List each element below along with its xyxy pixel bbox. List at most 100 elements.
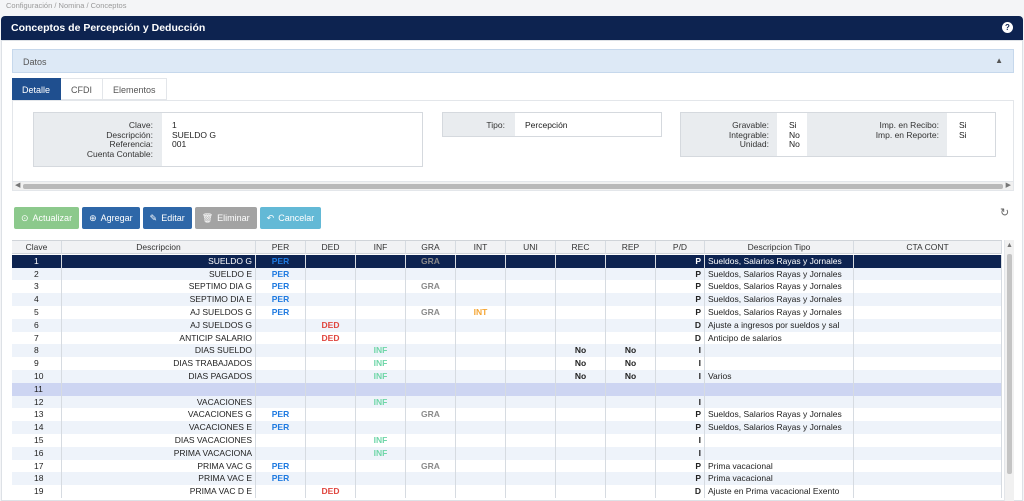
gravable-value: Si — [789, 120, 797, 130]
flags-values-column-1 — [777, 113, 807, 156]
detail-horizontal-scrollbar[interactable]: ◀ ▶ — [12, 181, 1014, 191]
cell-inf — [356, 459, 406, 473]
cell-tipo: Ajuste en Prima vacacional Exento — [705, 485, 854, 498]
table-row[interactable]: 15 DIAS VACACIONES INF I — [12, 434, 1002, 447]
cell-inf — [356, 472, 406, 486]
eliminar-button[interactable]: 🗑 Eliminar — [194, 207, 257, 229]
cell-desc: DIAS PAGADOS — [62, 370, 256, 383]
cell-pd: P — [656, 280, 705, 294]
cell-desc — [62, 382, 256, 396]
breadcrumb[interactable]: Configuración / Nomina / Conceptos — [6, 1, 127, 10]
cell-rep — [606, 395, 656, 409]
table-row[interactable]: 14 VACACIONES E PER P Sueldos, Salarios Raya… — [12, 421, 1002, 434]
cell-rec — [556, 306, 606, 319]
cell-clave: 7 — [12, 331, 62, 345]
tab-cfdi[interactable]: CFDI — [61, 78, 104, 100]
refresh-icon[interactable]: ↻ — [1000, 207, 1010, 219]
cell-ded — [306, 446, 356, 460]
scroll-right-icon[interactable]: ▶ — [1005, 182, 1011, 189]
table-row[interactable]: 2 SUELDO E PER P Sueldos, Salarios Rayas y J… — [12, 267, 1002, 281]
cell-rec — [556, 408, 606, 422]
undo-icon: ↶ — [266, 212, 275, 223]
header-ded[interactable]: DED — [306, 241, 356, 254]
check-circle-icon: ⊙ — [21, 212, 29, 223]
scrollbar-thumb[interactable] — [23, 184, 1003, 189]
header-clave[interactable]: Clave — [12, 241, 62, 254]
tab-detalle[interactable]: Detalle — [12, 78, 62, 100]
table-row[interactable]: 3 SEPTIMO DIA G PER GRA P Sueldos, Salarios R… — [12, 280, 1002, 294]
cell-inf: INF — [356, 434, 406, 447]
table-row[interactable]: 18 PRIMA VAC E PER P Prima vacacional — [12, 472, 1002, 486]
table-row[interactable]: 12 VACACIONES INF I — [12, 395, 1002, 409]
grid-scrollbar-thumb[interactable] — [1007, 254, 1012, 474]
header-cta-cont[interactable]: CTA CONT — [854, 241, 1002, 254]
table-row[interactable]: 7 ANTICIP SALARIO DED D Anticipo de salarios — [12, 331, 1002, 345]
table-row[interactable]: 4 SEPTIMO DIA E PER P Sueldos, Salarios Raya… — [12, 293, 1002, 306]
cell-clave: 17 — [12, 459, 62, 473]
actualizar-button[interactable]: ⊙ Actualizar — [14, 207, 80, 229]
datos-section-header[interactable]: Datos ▲ — [12, 49, 1014, 73]
cell-pd: P — [656, 459, 705, 473]
cell-uni — [506, 382, 556, 396]
table-row[interactable]: 9 DIAS TRABAJADOS INF No No I — [12, 357, 1002, 370]
cell-clave: 14 — [12, 421, 62, 434]
table-row[interactable]: 16 PRIMA VACACIONA INF I — [12, 446, 1002, 460]
table-row[interactable]: 10 DIAS PAGADOS INF No No I Varios — [12, 370, 1002, 383]
cell-inf: INF — [356, 395, 406, 409]
cancelar-button[interactable]: ↶ Cancelar — [259, 207, 322, 229]
cell-tipo: Sueldos, Salarios Rayas y Jornales — [705, 254, 854, 268]
cell-ded — [306, 408, 356, 422]
unidad-label: Unidad: — [739, 139, 769, 149]
header-rec[interactable]: REC — [556, 241, 606, 254]
scroll-left-icon[interactable]: ◀ — [15, 182, 21, 189]
cell-inf — [356, 267, 406, 281]
header-int[interactable]: INT — [456, 241, 506, 254]
cell-desc: AJ SUELDOS G — [62, 306, 256, 319]
cell-tipo — [705, 344, 854, 358]
cell-int — [456, 408, 506, 422]
cell-uni — [506, 306, 556, 319]
grid-header-row: Clave Descripcion PER DED INF GRA INT UN… — [12, 241, 1002, 254]
header-inf[interactable]: INF — [356, 241, 406, 254]
cell-cta — [854, 472, 1002, 486]
chevron-up-icon[interactable]: ▲ — [995, 56, 1003, 65]
cell-clave: 6 — [12, 318, 62, 332]
cell-gra: GRA — [406, 408, 456, 422]
cell-int — [456, 318, 506, 332]
cell-ded — [306, 344, 356, 358]
table-row[interactable]: 5 AJ SUELDOS G PER GRA INT P Sueldos, Salarios… — [12, 306, 1002, 319]
table-row[interactable]: 13 VACACIONES G PER GRA P Sueldos, Salarios R… — [12, 408, 1002, 422]
table-row[interactable]: 1 SUELDO G PER GRA P Sueldos, Salarios Rayas … — [12, 254, 1002, 268]
cell-gra — [406, 485, 456, 498]
table-row[interactable]: 6 AJ SUELDOS G DED D Ajuste a ingresos por s… — [12, 318, 1002, 332]
cell-int — [456, 254, 506, 268]
agregar-button[interactable]: ⊕ Agregar — [82, 207, 140, 229]
cell-cta — [854, 267, 1002, 281]
header-gra[interactable]: GRA — [406, 241, 456, 254]
table-row[interactable]: 8 DIAS SUELDO INF No No I — [12, 344, 1002, 358]
header-rep[interactable]: REP — [606, 241, 656, 254]
header-uni[interactable]: UNI — [506, 241, 556, 254]
header-per[interactable]: PER — [256, 241, 306, 254]
grid-vertical-scrollbar[interactable]: ▲ — [1004, 240, 1014, 501]
cell-ded — [306, 434, 356, 447]
help-icon[interactable]: ? — [1002, 22, 1013, 33]
table-row[interactable]: 11 — [12, 382, 1002, 396]
tab-elementos[interactable]: Elementos — [103, 78, 167, 100]
header-descripcion-tipo[interactable]: Descripcion Tipo — [705, 241, 854, 254]
cell-desc: ANTICIP SALARIO — [62, 331, 256, 345]
header-descripcion[interactable]: Descripcion — [62, 241, 256, 254]
table-row[interactable]: 19 PRIMA VAC D E DED D Ajuste en Prima vacac… — [12, 485, 1002, 498]
general-info-box: Clave: 1 Descripción: SUELDO G Referenci… — [33, 112, 423, 167]
cell-gra — [406, 370, 456, 383]
header-pd[interactable]: P/D — [656, 241, 705, 254]
scroll-up-icon[interactable]: ▲ — [1006, 242, 1013, 249]
cell-int — [456, 421, 506, 434]
cell-gra — [406, 446, 456, 460]
cell-per: PER — [256, 421, 306, 434]
cell-per — [256, 382, 306, 396]
table-row[interactable]: 17 PRIMA VAC G PER GRA P Prima vacacional — [12, 459, 1002, 473]
editar-button[interactable]: ✎ Editar — [142, 207, 192, 229]
cell-rep — [606, 254, 656, 268]
cell-uni — [506, 446, 556, 460]
